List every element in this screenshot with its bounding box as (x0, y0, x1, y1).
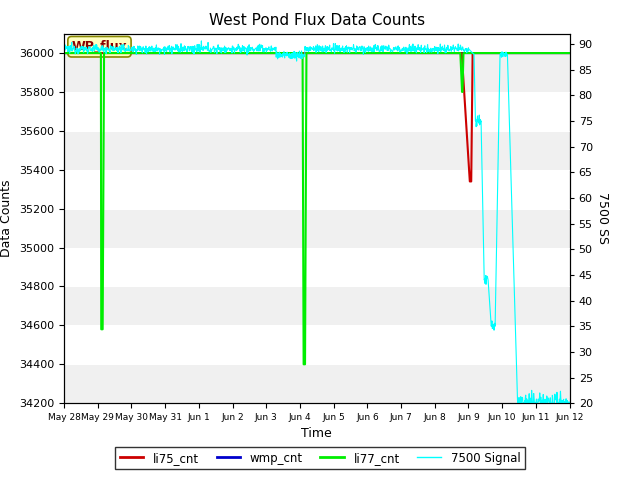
Y-axis label: Data Counts: Data Counts (1, 180, 13, 257)
Bar (64, 248, 570, 287)
X-axis label: Time: Time (301, 428, 332, 441)
Legend: li75_cnt, wmp_cnt, li77_cnt, 7500 Signal: li75_cnt, wmp_cnt, li77_cnt, 7500 Signal (115, 447, 525, 469)
Text: WP_flux: WP_flux (72, 40, 127, 53)
Bar (64, 53, 570, 92)
Bar (64, 131, 570, 170)
Bar (64, 170, 570, 209)
Bar (64, 209, 570, 248)
Bar (64, 364, 570, 403)
Bar (64, 287, 570, 325)
Title: West Pond Flux Data Counts: West Pond Flux Data Counts (209, 13, 425, 28)
Y-axis label: 7500 SS: 7500 SS (596, 192, 609, 244)
Bar (64, 325, 570, 364)
Bar (64, 92, 570, 131)
